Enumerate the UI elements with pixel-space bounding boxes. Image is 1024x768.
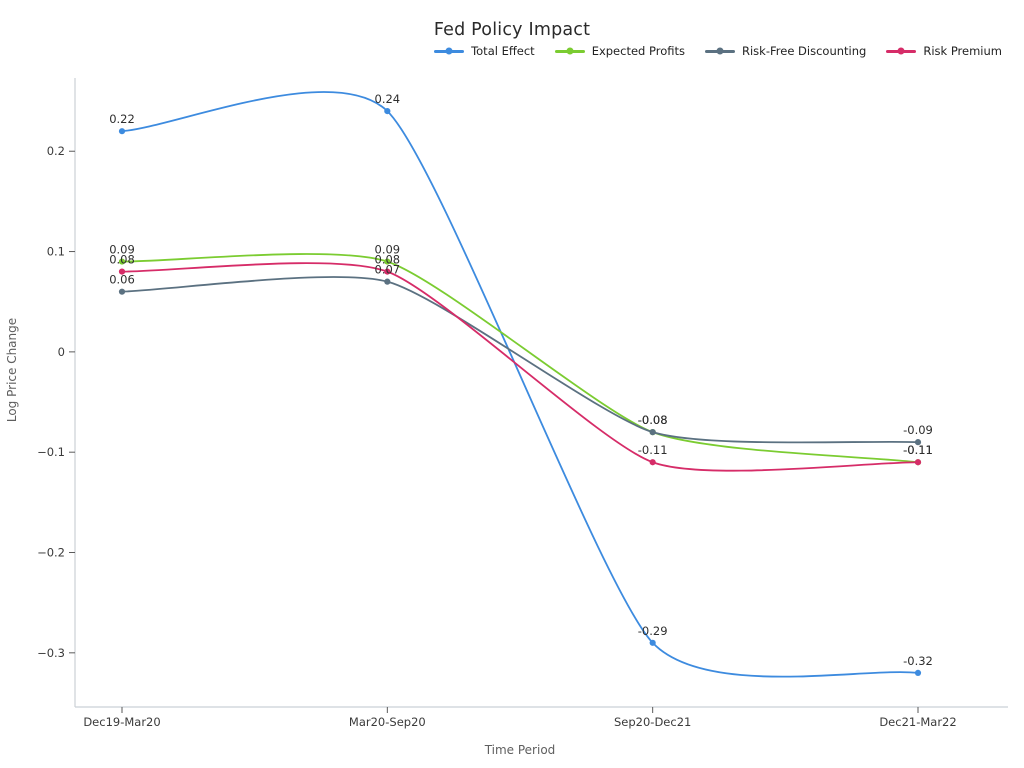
point-label-risk-premium: 0.08 [109,253,135,267]
data-point-total-effect [649,639,656,646]
y-tick-label: 0.1 [47,245,65,259]
x-tick-label: Dec21-Mar22 [879,715,956,729]
data-point-risk-premium [914,459,922,466]
legend-line-marker-icon [554,47,585,55]
y-tick-label: −0.3 [37,646,65,660]
legend-label: Risk Premium [923,44,1002,58]
legend-dot-icon [897,47,905,55]
legend-dot-icon [566,47,574,55]
point-label-total-effect: 0.24 [375,92,401,106]
legend-label: Expected Profits [591,44,685,58]
point-label-risk-premium: -0.11 [638,443,668,457]
legend-dot-icon [716,47,724,55]
point-label-risk-premium: 0.08 [375,253,401,267]
y-tick-label: −0.1 [37,445,65,459]
point-labels: 0.22 0.24 -0.29 -0.32 0.09 0.09 -0.08 -0.11 0.06… [109,92,933,668]
chart-title: Fed Policy Impact [433,20,591,40]
y-axis: 0.2 0.1 0 −0.1 −0.2 −0.3 [37,144,75,660]
legend-line-marker-icon [434,47,465,55]
point-label-risk-free-discounting: -0.08 [638,413,668,427]
x-axis: Dec19-Mar20 Mar20-Sep20 Sep20-Dec21 Dec21-M… [83,707,957,729]
x-axis-title: Time Period [484,743,556,757]
data-point-risk-premium [384,268,391,275]
data-point-expected-profits [118,258,126,265]
point-label-expected-profits: -0.11 [903,443,933,457]
point-label-total-effect: 0.22 [109,112,135,126]
x-tick-label: Sep20-Dec21 [614,715,691,729]
data-point-risk-free-discounting [118,288,126,295]
legend-dot-icon [445,47,453,55]
point-label-expected-profits: -0.08 [638,413,668,427]
series-total-effect [118,91,922,678]
point-label-expected-profits: 0.09 [375,243,401,257]
point-label-risk-free-discounting: 0.07 [375,263,401,277]
data-point-risk-free-discounting [384,278,391,285]
series-line-risk-premium [121,262,919,472]
legend: Total Effect Expected Profits Risk-Free Di… [434,44,1002,58]
legend-item-expected-profits: Expected Profits [554,44,685,58]
x-tick-label: Dec19-Mar20 [83,715,160,729]
data-point-risk-premium [118,268,126,275]
axes [74,78,1008,708]
series-risk-free-discounting [118,276,922,446]
data-point-total-effect [914,669,922,676]
legend-label: Risk-Free Discounting [742,44,867,58]
series-line-expected-profits [121,253,919,464]
x-tick-label: Mar20-Sep20 [349,715,426,729]
legend-item-risk-free-discounting: Risk-Free Discounting [705,44,866,58]
point-label-risk-free-discounting: -0.09 [903,423,933,437]
data-point-total-effect [384,108,391,115]
y-axis-title: Log Price Change [5,318,19,422]
point-label-risk-free-discounting: 0.06 [109,273,135,287]
legend-item-total-effect: Total Effect [434,44,535,58]
series-line-risk-free-discounting [121,276,919,444]
y-tick-label: −0.2 [37,546,65,560]
series-line-total-effect [121,91,919,678]
series-risk-premium [118,262,922,472]
point-label-total-effect: -0.32 [903,654,933,668]
y-tick-label: 0 [58,345,65,359]
point-label-expected-profits: 0.09 [109,243,135,257]
point-label-total-effect: -0.29 [638,624,668,638]
data-point-risk-free-discounting [649,429,656,436]
point-label-risk-premium: -0.11 [903,443,933,457]
y-tick-label: 0.2 [47,144,65,158]
series-expected-profits [118,253,922,466]
data-point-risk-free-discounting [914,439,922,446]
data-point-expected-profits [384,258,391,265]
data-point-risk-premium [649,459,656,466]
legend-line-marker-icon [705,47,735,55]
legend-item-risk-premium: Risk Premium [886,44,1002,58]
data-point-total-effect [118,128,126,135]
legend-label: Total Effect [471,44,535,58]
legend-line-marker-icon [886,47,917,55]
